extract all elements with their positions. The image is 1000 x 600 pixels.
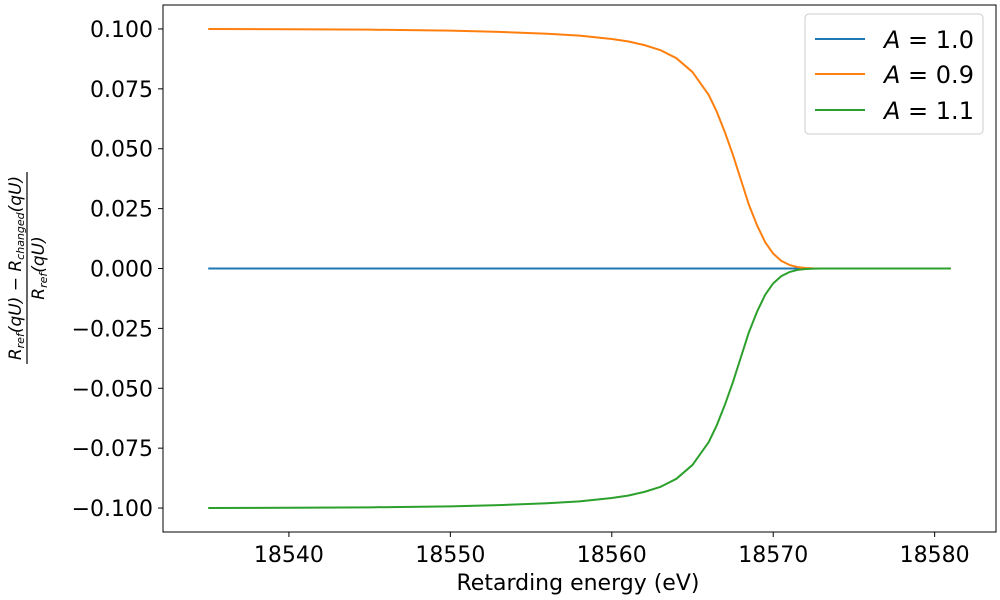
- x-tick-label-1: 18550: [415, 543, 485, 568]
- legend-box: [804, 13, 984, 135]
- y-tick-label-7: 0.075: [90, 78, 153, 103]
- y-tick-label-5: 0.025: [90, 198, 153, 223]
- series-line-a-1-1: [208, 267, 951, 510]
- y-tick-label-6: 0.050: [90, 138, 153, 163]
- series-layer: [208, 27, 951, 510]
- y-tick-label-2: −0.050: [72, 377, 153, 402]
- y-tick-label-3: −0.025: [72, 317, 153, 342]
- x-tick-label-3: 18570: [738, 543, 808, 568]
- legend-entry-a-1-0: A = 1.0: [882, 26, 974, 54]
- y-axis-label-numerator: Rref(qU) − Rchanged(qU): [6, 176, 27, 360]
- y-tick-label-0: −0.100: [72, 497, 153, 522]
- y-tick-label-1: −0.075: [72, 437, 153, 462]
- x-axis-label: Retarding energy (eV): [457, 571, 700, 596]
- legend-entry-a-0-9: A = 0.9: [882, 61, 974, 89]
- x-tick-label-4: 18580: [900, 543, 970, 568]
- y-tick-label-4: 0.000: [90, 258, 153, 283]
- legend-entry-a-1-1: A = 1.1: [882, 97, 974, 125]
- y-axis: −0.100 −0.075 −0.050 −0.025 0.000 0.025 0.050 0…: [72, 18, 163, 522]
- y-axis-label-denominator: Rref(qU): [29, 236, 50, 299]
- x-tick-label-2: 18560: [577, 543, 647, 568]
- x-tick-label-0: 18540: [254, 543, 324, 568]
- y-tick-label-8: 0.100: [90, 18, 153, 43]
- y-axis-label: Rref(qU) − Rchanged(qU) Rref(qU): [6, 172, 50, 364]
- x-axis: 18540 18550 18560 18570 18580: [254, 532, 970, 568]
- legend: A = 1.0 A = 0.9 A = 1.1: [804, 13, 984, 135]
